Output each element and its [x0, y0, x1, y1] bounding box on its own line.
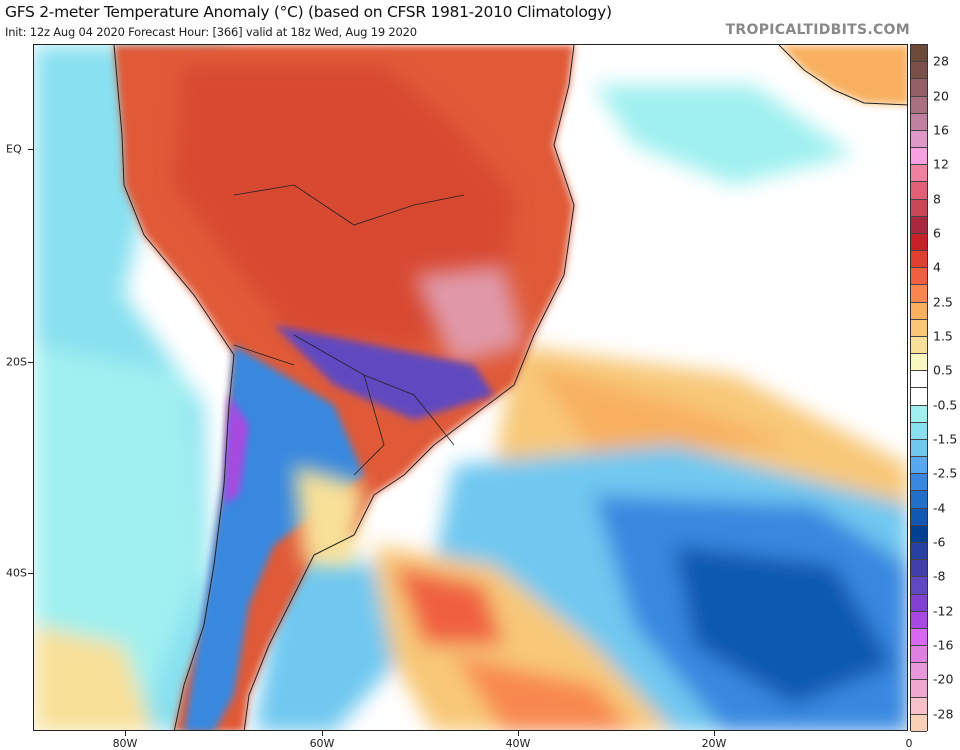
- colorbar-swatch: [911, 130, 927, 149]
- colorbar-swatch: [911, 268, 927, 286]
- colorbar-swatch: [911, 577, 927, 595]
- colorbar-swatch: [911, 542, 927, 561]
- temperature-anomaly-map: [33, 44, 908, 731]
- colorbar-label: 4: [933, 259, 941, 275]
- colorbar-swatch: [911, 439, 927, 458]
- colorbar-swatch: [911, 371, 927, 389]
- africa-landmass: [778, 45, 907, 106]
- x-tick: [518, 731, 519, 736]
- colorbar-swatch: [911, 525, 927, 543]
- map-canvas: [34, 45, 907, 730]
- colorbar-swatch: [911, 714, 927, 732]
- colorbar-swatch: [911, 319, 927, 337]
- colorbar-swatch: [911, 474, 927, 492]
- colorbar-swatch: [911, 594, 927, 612]
- colorbar-swatch: [911, 491, 927, 509]
- colorbar-label: -20: [933, 671, 954, 687]
- colorbar: [910, 44, 928, 732]
- colorbar-swatch: [911, 457, 927, 475]
- colorbar-swatch: [911, 216, 927, 234]
- colorbar-label: 6: [933, 225, 941, 241]
- y-tick: [28, 573, 33, 574]
- x-axis-label-20w: 20W: [701, 737, 727, 750]
- colorbar-swatch: [911, 233, 927, 252]
- colorbar-label: -6: [933, 534, 946, 550]
- colorbar-swatch: [911, 285, 927, 303]
- colorbar-label: 1.5: [933, 328, 953, 344]
- x-axis-label-0: 0: [905, 737, 913, 750]
- colorbar-label: 16: [933, 122, 949, 138]
- colorbar-swatch: [911, 96, 927, 114]
- colorbar-swatch: [911, 611, 927, 629]
- colorbar-swatch: [911, 182, 927, 200]
- colorbar-swatch: [911, 148, 927, 166]
- y-tick: [28, 362, 33, 363]
- colorbar-swatch: [911, 680, 927, 698]
- map-title: GFS 2-meter Temperature Anomaly (°C) (ba…: [5, 3, 612, 21]
- colorbar-swatch: [911, 663, 927, 681]
- colorbar-label: -1.5: [933, 431, 958, 447]
- colorbar-swatch: [911, 113, 927, 131]
- colorbar-label: 28: [933, 53, 949, 69]
- x-tick: [714, 731, 715, 736]
- colorbar-swatch: [911, 62, 927, 80]
- map-subtitle: Init: 12z Aug 04 2020 Forecast Hour: [36…: [5, 25, 417, 39]
- colorbar-swatch: [911, 422, 927, 440]
- colorbar-label: -8: [933, 568, 946, 584]
- south-america-landmass: [113, 45, 575, 730]
- colorbar-swatch: [911, 388, 927, 406]
- colorbar-label: -2.5: [933, 465, 958, 481]
- colorbar-label: 2.5: [933, 294, 953, 310]
- colorbar-label: -12: [933, 603, 954, 619]
- colorbar-label: 20: [933, 88, 949, 104]
- colorbar-swatch: [911, 646, 927, 664]
- colorbar-swatch: [911, 199, 927, 217]
- colorbar-swatch: [911, 628, 927, 647]
- colorbar-swatch: [911, 560, 927, 578]
- y-axis-label-20s: 20S: [6, 355, 27, 369]
- colorbar-label: -16: [933, 637, 954, 653]
- brand-watermark: TROPICALTIDBITS.COM: [725, 22, 910, 38]
- x-tick: [125, 731, 126, 736]
- colorbar-swatch: [911, 79, 927, 97]
- colorbar-label: 12: [933, 156, 949, 172]
- colorbar-swatch: [911, 165, 927, 183]
- colorbar-swatch: [911, 697, 927, 715]
- colorbar-label: -0.5: [933, 397, 958, 413]
- x-axis-label-40w: 40W: [505, 737, 531, 750]
- colorbar-swatch: [911, 405, 927, 423]
- y-axis-label-40s: 40S: [6, 566, 27, 580]
- colorbar-swatch: [911, 251, 927, 269]
- ocean-anomaly-field: [34, 45, 907, 730]
- colorbar-label: -28: [933, 706, 954, 722]
- colorbar-label: -4: [933, 500, 946, 516]
- colorbar-swatch: [911, 336, 927, 355]
- y-tick: [28, 149, 33, 150]
- colorbar-swatch: [911, 508, 927, 526]
- colorbar-swatch: [911, 354, 927, 372]
- x-tick: [322, 731, 323, 736]
- x-axis-label-60w: 60W: [309, 737, 335, 750]
- colorbar-swatch: [911, 302, 927, 320]
- y-axis-label-eq: EQ: [6, 142, 22, 156]
- colorbar-swatch: [911, 45, 927, 63]
- colorbar-label: 8: [933, 191, 941, 207]
- colorbar-label: 0.5: [933, 362, 953, 378]
- x-axis-label-80w: 80W: [112, 737, 138, 750]
